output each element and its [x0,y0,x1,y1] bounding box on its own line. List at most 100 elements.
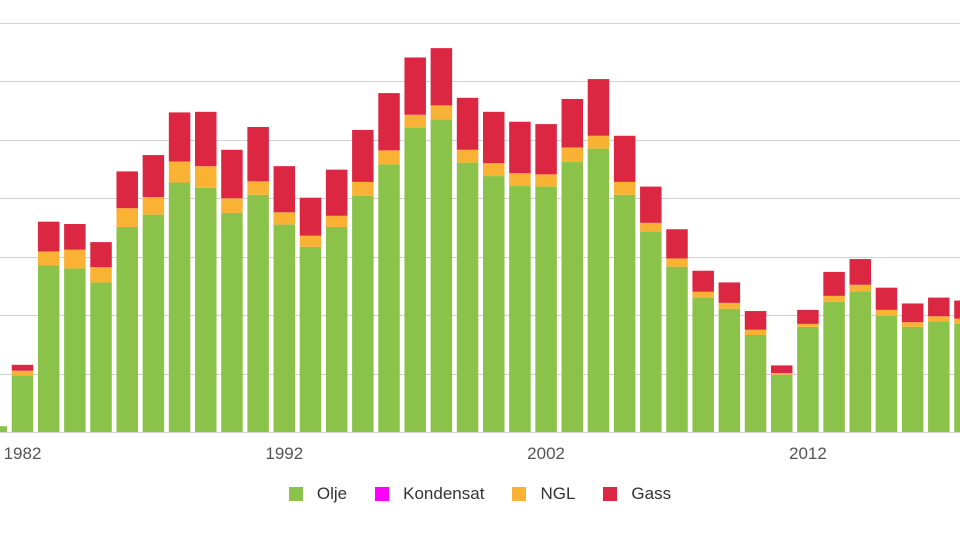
bar-olje-2008[interactable] [692,297,714,432]
bar-gass-2002[interactable] [535,124,557,175]
bar-olje-1993[interactable] [299,246,322,432]
bar-olje-2018[interactable] [954,323,960,432]
bar-olje-1992[interactable] [273,224,296,432]
bar-gass-2006[interactable] [640,186,662,223]
bar-ngl-1985[interactable] [90,267,112,283]
bar-olje-2016[interactable] [901,326,924,432]
bar-olje-1990[interactable] [221,212,243,432]
bar-ngl-1984[interactable] [64,249,86,269]
bar-gass-2003[interactable] [561,98,584,148]
bar-gass-2018[interactable] [954,300,960,319]
bar-olje-2002[interactable] [535,186,557,432]
bar-gass-2005[interactable] [613,135,636,182]
bar-ngl-2015[interactable] [875,309,898,316]
bar-ngl-1994[interactable] [325,215,348,227]
bar-olje-1996[interactable] [378,164,400,432]
bar-ngl-2016[interactable] [901,322,924,327]
bar-gass-2015[interactable] [875,287,898,310]
bar-ngl-2002[interactable] [535,174,557,187]
bar-olje-2014[interactable] [849,291,872,432]
bar-olje-2010[interactable] [744,335,767,432]
bar-gass-1991[interactable] [247,127,269,182]
bar-olje-2001[interactable] [509,186,531,432]
bar-gass-2017[interactable] [928,297,950,317]
bar-gass-1988[interactable] [168,112,191,162]
bar-olje-2009[interactable] [718,308,741,432]
bar-ngl-2004[interactable] [587,135,610,149]
bar-ngl-2003[interactable] [561,147,584,163]
legend-item-kondensat[interactable]: Kondensat [375,484,484,504]
bar-ngl-2017[interactable] [928,316,950,322]
bar-olje-2013[interactable] [823,301,845,432]
bar-ngl-2007[interactable] [666,258,688,267]
bar-gass-2004[interactable] [587,79,610,136]
bar-ngl-2010[interactable] [744,329,767,336]
bar-ngl-1997[interactable] [404,114,426,128]
bar-gass-2012[interactable] [797,309,819,324]
bar-ngl-2008[interactable] [692,291,714,298]
bar-ngl-2005[interactable] [613,181,636,195]
bar-gass-2001[interactable] [509,121,531,174]
bar-olje-2005[interactable] [613,194,636,432]
bar-gass-2013[interactable] [823,271,845,296]
bar-olje-1988[interactable] [168,182,191,432]
bar-ngl-1982[interactable] [11,370,34,376]
bar-olje-1986[interactable] [116,226,138,432]
bar-olje-1995[interactable] [352,195,374,432]
bar-ngl-2009[interactable] [718,302,741,309]
bar-gass-2016[interactable] [901,303,924,323]
bar-ngl-1989[interactable] [195,166,217,188]
bar-gass-2007[interactable] [666,229,688,259]
bar-ngl-1996[interactable] [378,150,400,165]
bar-gass-1984[interactable] [64,223,86,250]
bar-gass-1997[interactable] [404,57,426,115]
bar-gass-1983[interactable] [37,221,60,252]
bar-ngl-2012[interactable] [797,323,819,327]
bar-olje-2011[interactable] [770,374,793,432]
bar-gass-1990[interactable] [221,149,243,199]
bar-olje-2012[interactable] [797,326,819,432]
bar-gass-1989[interactable] [195,111,217,167]
bar-olje-1994[interactable] [325,226,348,432]
bar-olje-1985[interactable] [90,282,112,432]
bar-gass-1987[interactable] [142,155,165,198]
bar-ngl-1999[interactable] [456,149,479,163]
bar-ngl-1986[interactable] [116,208,138,227]
bar-gass-1992[interactable] [273,166,296,213]
bar-olje-1991[interactable] [247,194,269,432]
legend-item-olje[interactable]: Olje [288,484,347,504]
bar-ngl-1983[interactable] [37,251,60,266]
bar-olje-1983[interactable] [37,265,60,432]
bar-olje-1999[interactable] [456,162,479,432]
bar-olje-2006[interactable] [640,231,662,432]
bar-ngl-2000[interactable] [482,163,505,177]
bar-gass-2000[interactable] [482,111,505,164]
bar-gass-1982[interactable] [11,364,34,371]
bar-ngl-1990[interactable] [221,198,243,213]
bar-ngl-2011[interactable] [770,372,793,375]
bar-olje-2007[interactable] [666,266,688,432]
bar-ngl-1991[interactable] [247,181,269,195]
bar-ngl-1988[interactable] [168,161,191,183]
bar-gass-1996[interactable] [378,93,400,151]
bar-gass-2008[interactable] [692,270,714,292]
bar-ngl-1995[interactable] [352,181,374,196]
bar-olje-1982[interactable] [11,375,34,432]
bar-olje-1981[interactable] [0,426,8,432]
bar-olje-1984[interactable] [64,268,86,432]
bar-olje-2015[interactable] [875,315,898,432]
bar-gass-2010[interactable] [744,311,767,330]
bar-gass-1994[interactable] [325,169,348,216]
bar-olje-2000[interactable] [482,176,505,432]
bar-olje-2017[interactable] [928,321,950,432]
bar-gass-1985[interactable] [90,242,112,268]
bar-gass-1998[interactable] [430,48,453,106]
bar-gass-2011[interactable] [770,365,793,373]
bar-ngl-1992[interactable] [273,212,296,225]
bar-ngl-2014[interactable] [849,284,872,292]
bar-olje-1997[interactable] [404,127,426,432]
bar-olje-1989[interactable] [195,187,217,432]
bar-olje-1987[interactable] [142,214,165,432]
bar-olje-1998[interactable] [430,119,453,432]
bar-gass-1999[interactable] [456,97,479,150]
